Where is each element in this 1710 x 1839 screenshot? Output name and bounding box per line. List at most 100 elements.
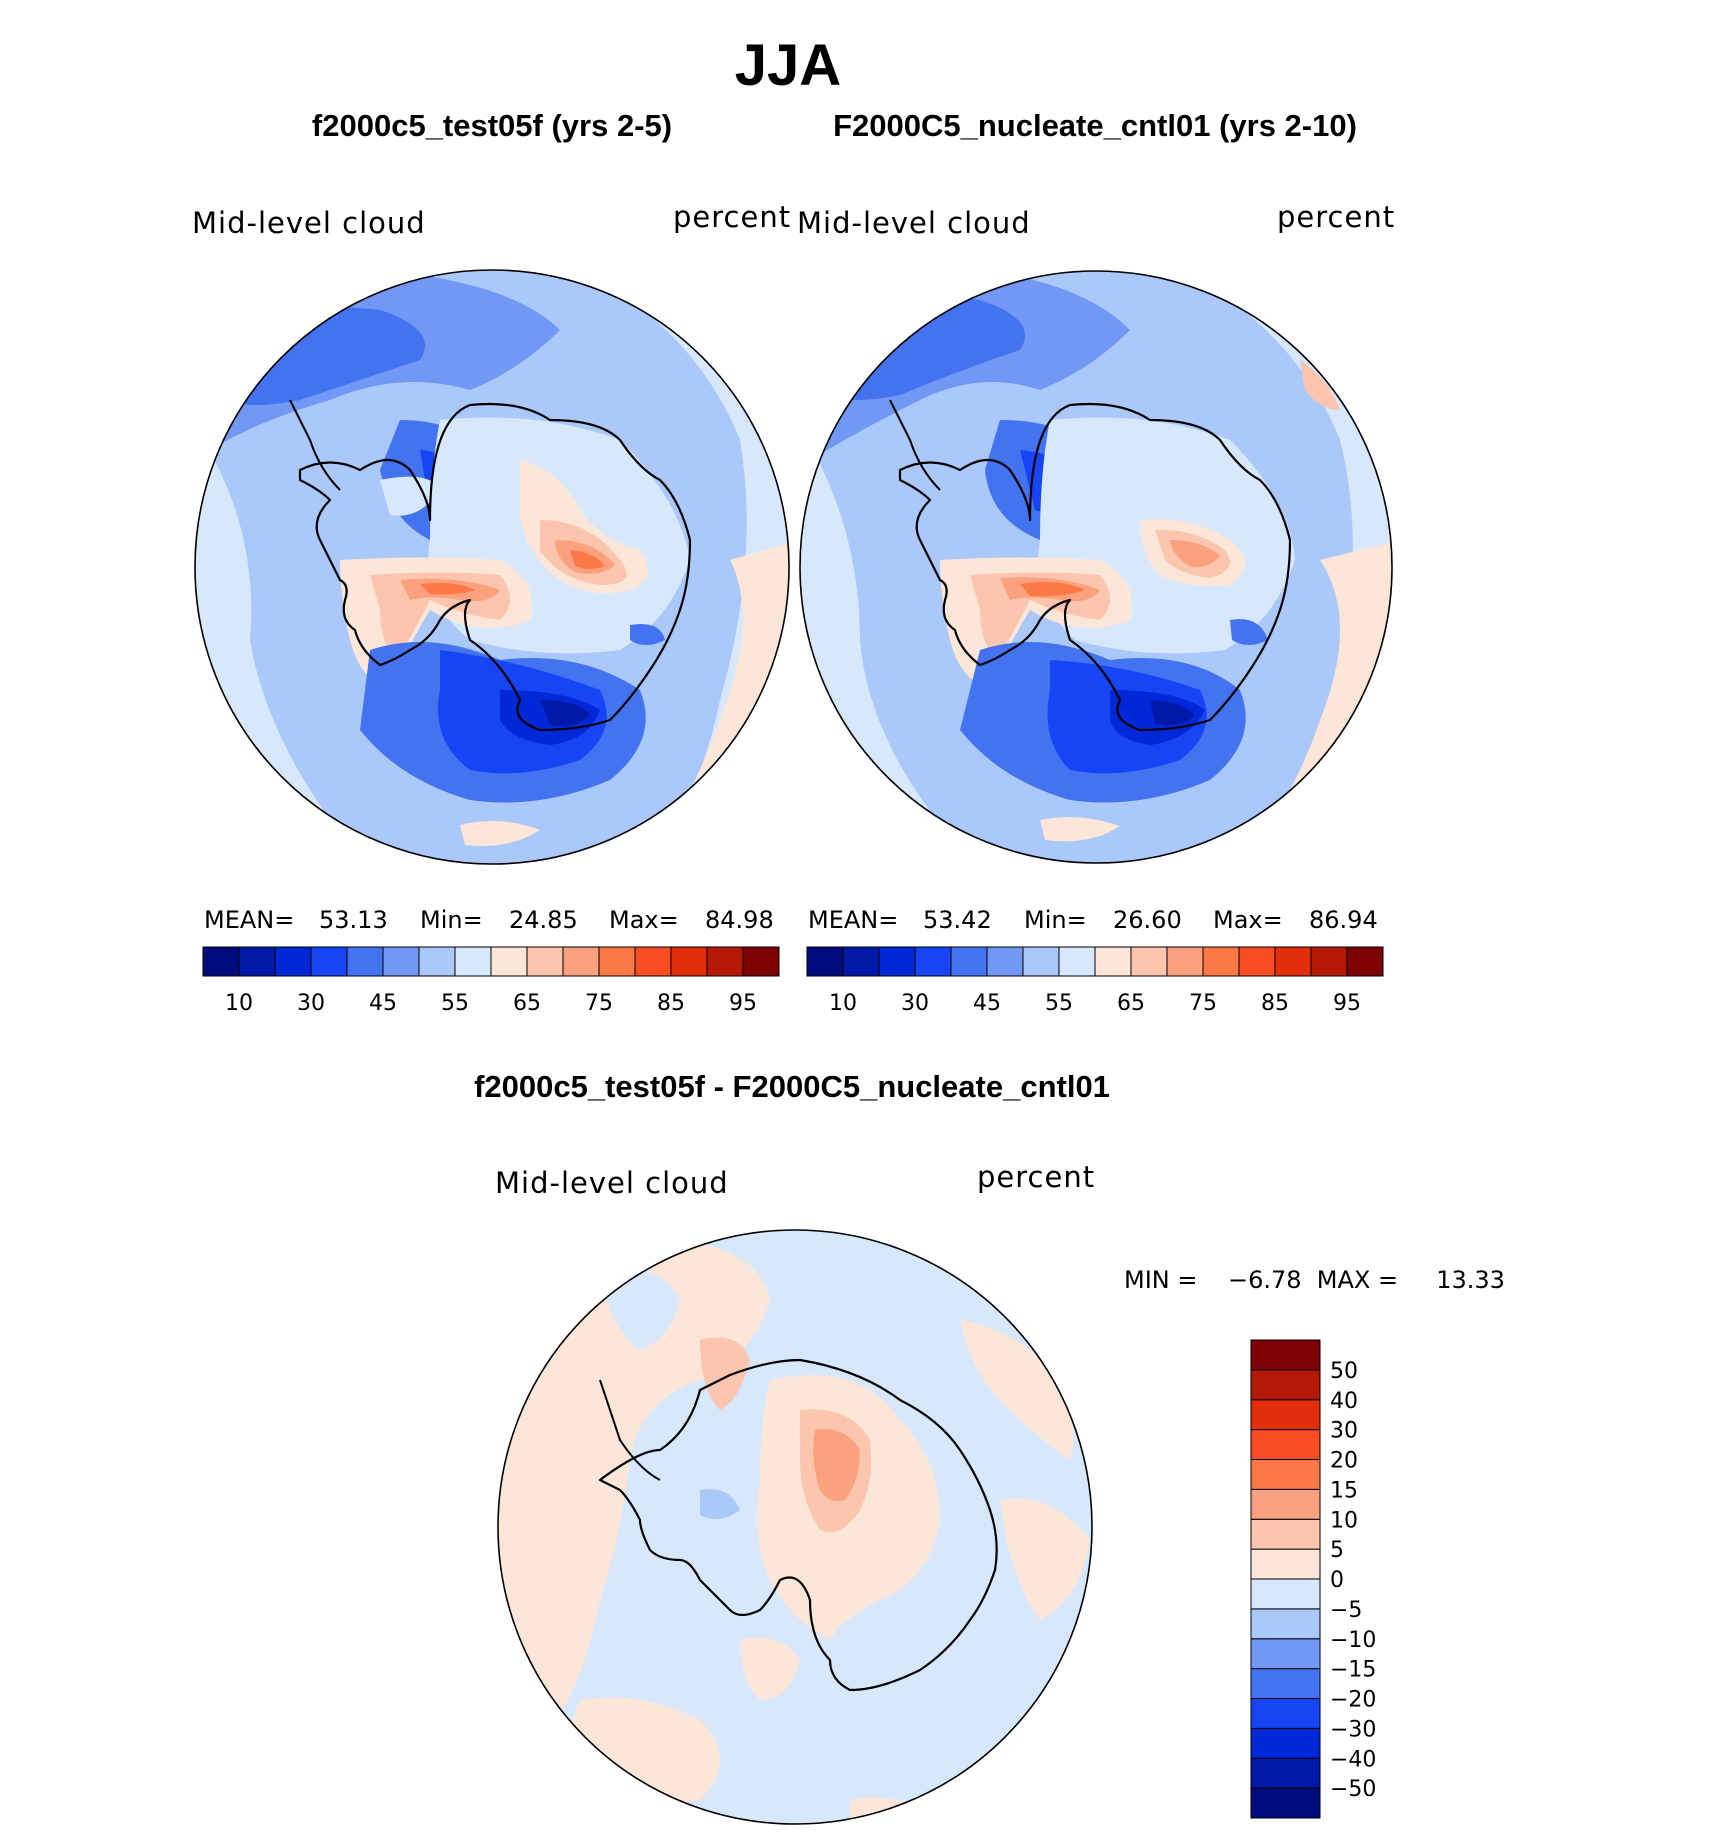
colorbar-tick-label: 30	[901, 991, 929, 1016]
colorbar-swatch	[202, 946, 240, 977]
max-label-cntl: Max=	[1213, 906, 1283, 934]
colorbar-swatch	[598, 946, 636, 977]
diff-min-max: MIN = −6.78 MAX = 13.33	[1124, 1266, 1505, 1294]
colorbar-tick-label: −40	[1330, 1747, 1376, 1772]
mean-label-cntl: MEAN=	[808, 906, 899, 934]
colorbar-swatch	[1250, 1698, 1321, 1729]
peninsula-diff	[599, 1379, 661, 1481]
colorbar-swatch	[238, 946, 276, 977]
colorbar-swatch	[1094, 946, 1132, 977]
coastline-diff	[598, 1358, 998, 1692]
colorbar-swatch	[1346, 946, 1384, 977]
colorbar-cntl: 10 30 45 55 65 75 85 95	[806, 946, 1384, 1016]
colorbar-swatch	[986, 946, 1024, 977]
colorbar-swatch	[1310, 946, 1348, 977]
map-boundary-cntl	[799, 270, 1393, 864]
colorbar-tick-label: 30	[297, 991, 325, 1016]
colorbar-tick-label: 65	[513, 991, 541, 1016]
colorbar-tick-label: −30	[1330, 1717, 1376, 1742]
coastline-test	[298, 402, 692, 732]
panel-title-test: f2000c5_test05f (yrs 2-5)	[311, 108, 673, 143]
colorbar-swatch	[454, 946, 492, 977]
colorbar-tick-label: 95	[729, 991, 757, 1016]
colorbar-tick-label: 75	[1189, 991, 1217, 1016]
colorbar-swatch	[1274, 946, 1312, 977]
colorbar-tick-label: 85	[1261, 991, 1289, 1016]
colorbar-swatch	[526, 946, 564, 977]
mean-value-test: 53.13	[319, 906, 388, 934]
colorbar-swatch	[1058, 946, 1096, 977]
colorbar-swatch	[1250, 1727, 1321, 1759]
colorbar-swatch	[1250, 1757, 1321, 1789]
colorbar-swatch	[1250, 1608, 1321, 1640]
colorbar-tick-label: −10	[1330, 1628, 1376, 1653]
map-test	[195, 270, 789, 864]
units-label-cntl: percent	[1277, 200, 1396, 234]
panel-title-cntl: F2000C5_nucleate_cntl01 (yrs 2-10)	[833, 108, 1357, 143]
colorbar-swatch	[1238, 946, 1276, 977]
min-value-test: 24.85	[509, 906, 578, 934]
colorbar-swatch	[1250, 1399, 1321, 1431]
map-boundary-diff	[497, 1229, 1093, 1825]
colorbar-swatch	[1250, 1518, 1321, 1550]
colorbar-swatch	[1250, 1578, 1321, 1610]
colorbar-tick-label: 20	[1330, 1449, 1358, 1474]
colorbar-swatch	[806, 946, 844, 977]
variable-label-diff: Mid-level cloud	[495, 1166, 729, 1200]
colorbar-swatch	[1130, 946, 1168, 977]
min-label-test: Min=	[420, 906, 483, 934]
colorbar-swatch	[950, 946, 988, 977]
max-label-test: Max=	[609, 906, 679, 934]
min-value-cntl: 26.60	[1113, 906, 1182, 934]
colorbar-swatch	[878, 946, 916, 977]
colorbar-tick-label: 30	[1330, 1419, 1358, 1444]
colorbar-tick-label: −20	[1330, 1688, 1376, 1713]
colorbar-tick-label: 0	[1330, 1568, 1344, 1593]
colorbar-tick-label: 55	[441, 991, 469, 1016]
variable-label-test: Mid-level cloud	[192, 206, 426, 240]
units-label-test: percent	[673, 200, 792, 234]
map-diff	[498, 1230, 1092, 1824]
map-boundary-test	[194, 269, 790, 865]
colorbar-swatch	[1166, 946, 1204, 977]
colorbar-swatch	[1250, 1638, 1321, 1670]
colorbar-tick-label: 10	[225, 991, 253, 1016]
colorbar-tick-label: 40	[1330, 1389, 1358, 1414]
colorbar-tick-label: 45	[369, 991, 397, 1016]
colorbar-swatch	[1022, 946, 1060, 977]
min-label-cntl: Min=	[1024, 906, 1087, 934]
colorbar-swatch	[562, 946, 600, 977]
colorbar-swatch	[1250, 1668, 1321, 1699]
colorbar-tick-label: 65	[1117, 991, 1145, 1016]
colorbar-swatch	[842, 946, 880, 977]
units-label-diff: percent	[977, 1160, 1096, 1194]
figure-title: JJA	[734, 33, 842, 98]
variable-label-cntl: Mid-level cloud	[797, 206, 1031, 240]
map-cntl	[800, 271, 1392, 863]
colorbar-tick-label: 85	[657, 991, 685, 1016]
colorbar-tick-label: 15	[1330, 1478, 1358, 1503]
mean-label-test: MEAN=	[204, 906, 295, 934]
colorbar-swatch	[1250, 1339, 1321, 1371]
colorbar-swatch	[382, 946, 420, 977]
colorbar-swatch	[346, 946, 384, 977]
colorbar-swatch	[670, 946, 708, 977]
colorbar-tick-label: 45	[973, 991, 1001, 1016]
colorbar-swatch	[1250, 1787, 1321, 1819]
colorbar-swatch	[742, 946, 780, 977]
colorbar-tick-label: 50	[1330, 1359, 1358, 1384]
colorbar-tick-label: 75	[585, 991, 613, 1016]
colorbar-swatch	[706, 946, 744, 977]
colorbar-swatch	[418, 946, 456, 977]
peninsula-cntl	[889, 399, 941, 491]
colorbar-tick-label: 5	[1330, 1538, 1344, 1563]
max-value-test: 84.98	[705, 906, 774, 934]
colorbar-test: 10 30 45 55 65 75 85 95	[202, 946, 780, 1016]
colorbar-swatch	[1250, 1369, 1321, 1401]
colorbar-swatch	[634, 946, 672, 977]
colorbar-tick-label: −5	[1330, 1598, 1362, 1623]
colorbar-swatch	[1202, 946, 1240, 977]
colorbar-tick-label: 95	[1333, 991, 1361, 1016]
